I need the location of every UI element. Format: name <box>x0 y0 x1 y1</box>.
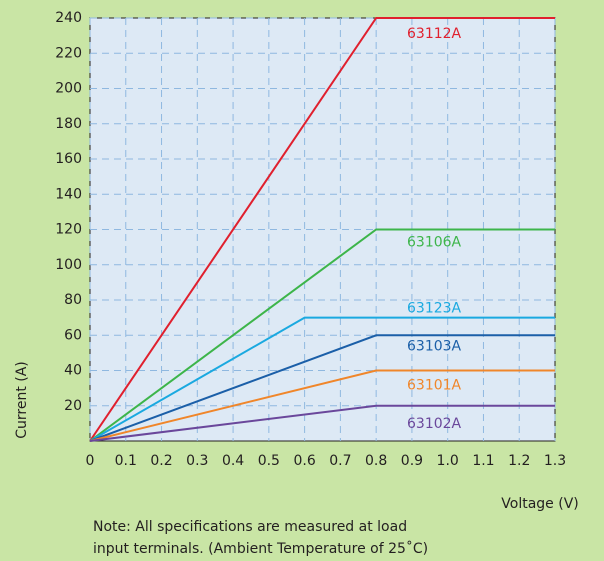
x-tick-label: 0.8 <box>365 453 387 469</box>
series-line <box>89 316 555 442</box>
x-tick-label: 0.6 <box>293 453 315 469</box>
x-tick-label: 0.2 <box>150 453 172 469</box>
series-label: 63102A <box>407 416 462 432</box>
x-tick-label: 0.9 <box>401 453 423 469</box>
y-tick-label: 120 <box>55 222 82 238</box>
series-label: 63103A <box>407 338 462 354</box>
series-line <box>89 369 555 442</box>
x-tick-label: 1.2 <box>508 453 530 469</box>
series-line <box>89 228 555 442</box>
x-tick-label: 1.1 <box>472 453 494 469</box>
y-tick-label: 100 <box>55 257 82 273</box>
y-axis-label: Current (A) <box>14 361 30 439</box>
series-label: 63106A <box>407 235 462 251</box>
note-line: input terminals. (Ambient Temperature of… <box>93 540 428 557</box>
x-tick-label: 0 <box>86 453 95 469</box>
x-axis-label: Voltage (V) <box>501 496 578 512</box>
x-tick-label: 0.5 <box>258 453 280 469</box>
y-tick-label: 20 <box>64 398 82 414</box>
y-tick-label: 140 <box>55 186 82 202</box>
series-line <box>89 17 555 442</box>
x-tick-label: 1.3 <box>544 453 566 469</box>
series-label: 63101A <box>407 378 462 394</box>
y-tick-label: 60 <box>64 327 82 343</box>
x-tick-label: 0.1 <box>115 453 137 469</box>
x-tick-label: 0.4 <box>222 453 244 469</box>
x-tick-label: 0.3 <box>186 453 208 469</box>
series-line <box>89 334 555 442</box>
y-tick-label: 160 <box>55 151 82 167</box>
y-tick-label: 240 <box>55 10 82 26</box>
note-line: Note: All specifications are measured at… <box>93 519 407 535</box>
series-label: 63112A <box>407 26 462 42</box>
y-tick-label: 200 <box>55 81 82 97</box>
y-tick-label: 180 <box>55 116 82 132</box>
y-tick-label: 220 <box>55 45 82 61</box>
y-tick-label: 80 <box>64 292 82 308</box>
x-tick-label: 1.0 <box>437 453 459 469</box>
series-label: 63123A <box>407 301 462 317</box>
x-tick-label: 0.7 <box>329 453 351 469</box>
y-tick-label: 40 <box>64 363 82 379</box>
series-line <box>89 404 555 442</box>
